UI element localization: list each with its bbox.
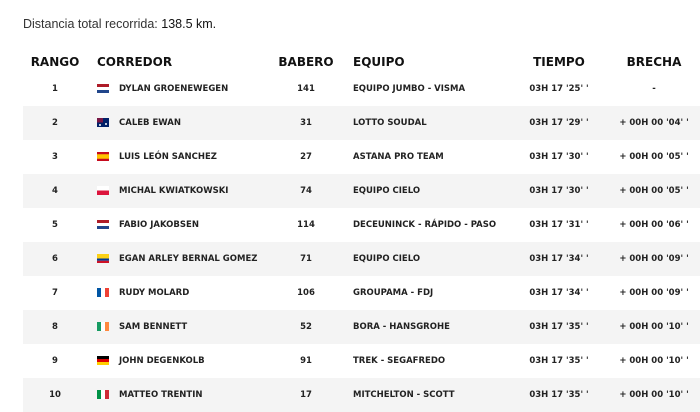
team-name[interactable]: EQUIPO CIELO xyxy=(353,254,421,264)
rider-name[interactable]: MICHAL KWIATKOWSKI xyxy=(119,186,229,196)
total-distance: Distancia total recorrida: 138.5 km. xyxy=(23,17,217,31)
rank: 2 xyxy=(52,118,58,128)
flag-nl-icon xyxy=(97,220,109,229)
table-row[interactable]: 4 MICHAL KWIATKOWSKI 74 EQUIPO CIELO 03H… xyxy=(23,174,700,208)
table-row[interactable]: 3 LUIS LEÓN SANCHEZ 27 ASTANA PRO TEAM 0… xyxy=(23,140,700,174)
table-row[interactable]: 7 RUDY MOLARD 106 GROUPAMA - FDJ 03H 17 … xyxy=(23,276,700,310)
time: 03H 17 '30' ' xyxy=(529,186,589,196)
rank: 10 xyxy=(49,390,61,400)
gap: + 00H 00 '09' ' xyxy=(619,254,689,264)
bib-number: 17 xyxy=(300,390,312,400)
time: 03H 17 '34' ' xyxy=(529,254,589,264)
rank: 5 xyxy=(52,220,58,230)
header-rider: CORREDOR xyxy=(97,55,173,69)
rider-name[interactable]: EGAN ARLEY BERNAL GOMEZ xyxy=(119,254,258,264)
header-bib: BABERO xyxy=(278,55,334,69)
table-row[interactable]: 6 EGAN ARLEY BERNAL GOMEZ 71 EQUIPO CIEL… xyxy=(23,242,700,276)
gap: + 00H 00 '10' ' xyxy=(619,322,689,332)
table-row[interactable]: 1 DYLAN GROENEWEGEN 141 EQUIPO JUMBO - V… xyxy=(23,72,700,106)
header-gap: BRECHA xyxy=(626,55,682,69)
flag-fr-icon xyxy=(97,288,109,297)
gap: + 00H 00 '05' ' xyxy=(619,152,689,162)
bib-number: 141 xyxy=(297,84,315,94)
gap: + 00H 00 '05' ' xyxy=(619,186,689,196)
time: 03H 17 '31' ' xyxy=(529,220,589,230)
bib-number: 74 xyxy=(300,186,312,196)
rider-name[interactable]: LUIS LEÓN SANCHEZ xyxy=(119,152,217,162)
flag-de-icon xyxy=(97,356,109,365)
rider-name[interactable]: DYLAN GROENEWEGEN xyxy=(119,84,229,94)
time: 03H 17 '35' ' xyxy=(529,356,589,366)
rider-name[interactable]: CALEB EWAN xyxy=(119,118,181,128)
flag-es-icon xyxy=(97,152,109,161)
time: 03H 17 '30' ' xyxy=(529,152,589,162)
bib-number: 71 xyxy=(300,254,312,264)
gap: + 00H 00 '09' ' xyxy=(619,288,689,298)
time: 03H 17 '35' ' xyxy=(529,390,589,400)
rider-name[interactable]: RUDY MOLARD xyxy=(119,288,190,298)
table-row[interactable]: 2 CALEB EWAN 31 LOTTO SOUDAL 03H 17 '29'… xyxy=(23,106,700,140)
rank: 7 xyxy=(52,288,58,298)
flag-pl-icon xyxy=(97,186,109,195)
team-name[interactable]: GROUPAMA - FDJ xyxy=(353,288,434,298)
team-name[interactable]: EQUIPO JUMBO - VISMA xyxy=(353,84,466,94)
gap: + 00H 00 '06' ' xyxy=(619,220,689,230)
time: 03H 17 '35' ' xyxy=(529,322,589,332)
table-row[interactable]: 5 FABIO JAKOBSEN 114 DECEUNINCK - RÁPIDO… xyxy=(23,208,700,242)
team-name[interactable]: LOTTO SOUDAL xyxy=(353,118,427,128)
time: 03H 17 '25' ' xyxy=(529,84,589,94)
gap: - xyxy=(652,84,656,94)
bib-number: 52 xyxy=(300,322,312,332)
team-name[interactable]: EQUIPO CIELO xyxy=(353,186,421,196)
team-name[interactable]: MITCHELTON - SCOTT xyxy=(353,390,455,400)
flag-nl-icon xyxy=(97,84,109,93)
gap: + 00H 00 '10' ' xyxy=(619,390,689,400)
flag-au-icon xyxy=(97,118,109,127)
rank: 9 xyxy=(52,356,58,366)
rank: 3 xyxy=(52,152,58,162)
table-row[interactable]: 10 MATTEO TRENTIN 17 MITCHELTON - SCOTT … xyxy=(23,378,700,412)
rank: 1 xyxy=(52,84,58,94)
gap: + 00H 00 '04' ' xyxy=(619,118,689,128)
rank: 6 xyxy=(52,254,58,264)
rank: 4 xyxy=(52,186,58,196)
header-rank: RANGO xyxy=(30,55,80,69)
team-name[interactable]: TREK - SEGAFREDO xyxy=(353,356,446,366)
header-time: TIEMPO xyxy=(533,55,585,69)
rank: 8 xyxy=(52,322,58,332)
flag-ie-icon xyxy=(97,322,109,331)
bib-number: 91 xyxy=(300,356,312,366)
bib-number: 27 xyxy=(300,152,312,162)
bib-number: 106 xyxy=(297,288,315,298)
bib-number: 31 xyxy=(300,118,312,128)
team-name[interactable]: DECEUNINCK - RÁPIDO - PASO xyxy=(353,220,497,230)
team-name[interactable]: BORA - HANSGROHE xyxy=(353,322,450,332)
flag-it-icon xyxy=(97,390,109,399)
header-team: EQUIPO xyxy=(353,55,405,69)
rider-name[interactable]: JOHN DEGENKOLB xyxy=(119,356,205,366)
gap: + 00H 00 '10' ' xyxy=(619,356,689,366)
time: 03H 17 '29' ' xyxy=(529,118,589,128)
rider-name[interactable]: SAM BENNETT xyxy=(119,322,188,332)
time: 03H 17 '34' ' xyxy=(529,288,589,298)
bib-number: 114 xyxy=(297,220,315,230)
table-header: RANGO CORREDOR BABERO EQUIPO TIEMPO BREC… xyxy=(0,55,700,71)
flag-co-icon xyxy=(97,254,109,263)
table-row[interactable]: 8 SAM BENNETT 52 BORA - HANSGROHE 03H 17… xyxy=(23,310,700,344)
team-name[interactable]: ASTANA PRO TEAM xyxy=(353,152,444,162)
table-row[interactable]: 9 JOHN DEGENKOLB 91 TREK - SEGAFREDO 03H… xyxy=(23,344,700,378)
rider-name[interactable]: MATTEO TRENTIN xyxy=(119,390,203,400)
rider-name[interactable]: FABIO JAKOBSEN xyxy=(119,220,199,230)
